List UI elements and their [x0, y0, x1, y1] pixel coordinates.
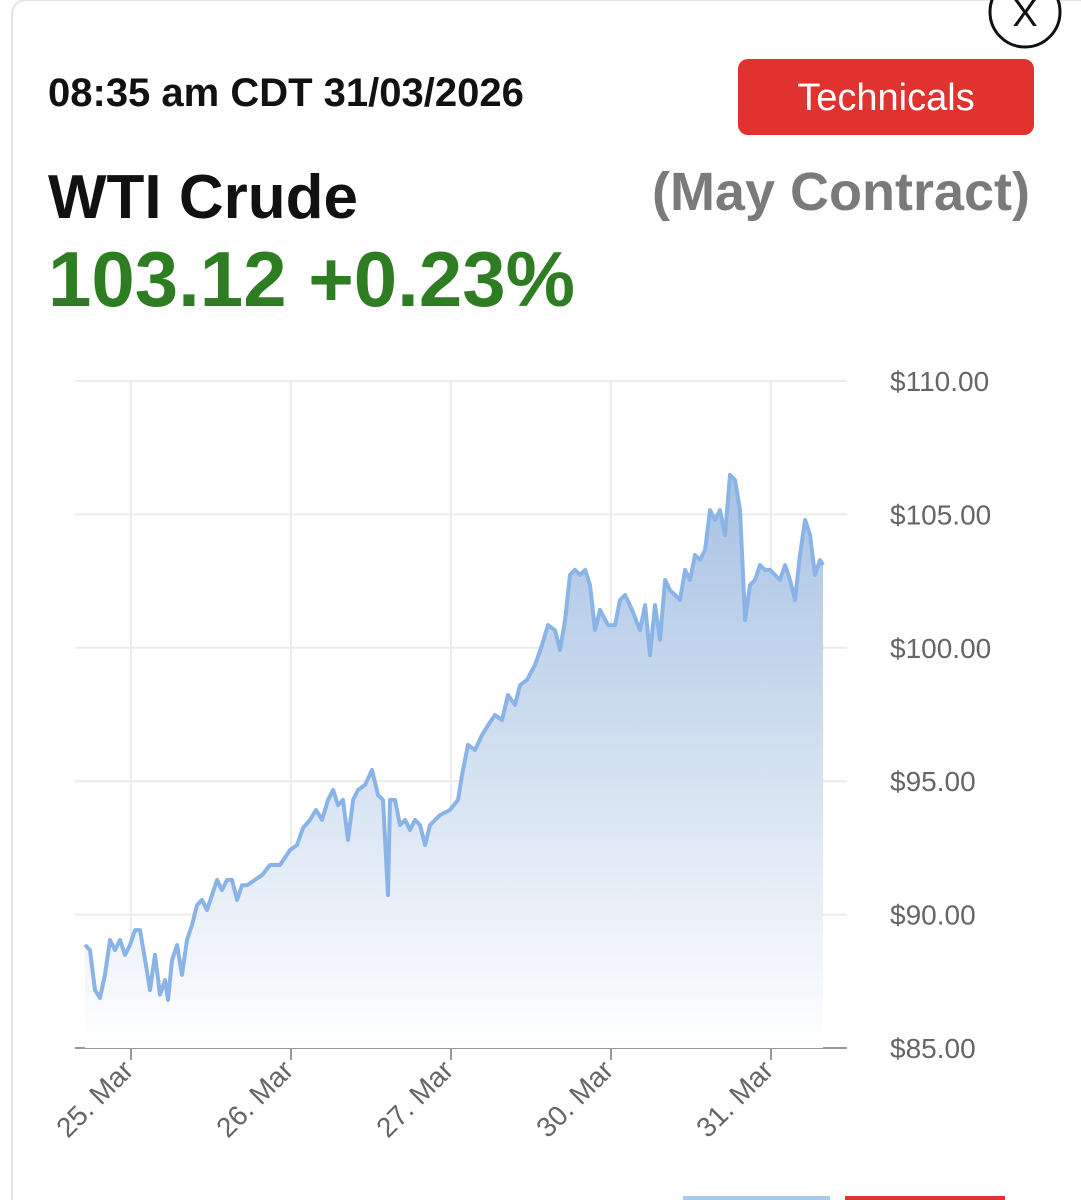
close-button[interactable]: X	[988, 0, 1062, 49]
contract: (May Contract)	[652, 162, 1030, 222]
button-label[interactable]: Technicals	[797, 77, 974, 119]
instrument: WTI Crude	[48, 163, 358, 232]
y-tick-label: $110.00	[890, 366, 989, 397]
price-line	[83, 472, 825, 1002]
area	[84, 474, 823, 1048]
technicals-button[interactable]: Technicals	[738, 59, 1034, 135]
y-tick-label: $90.00	[890, 900, 976, 931]
close-circle[interactable]	[988, 0, 1062, 49]
close-label[interactable]: X	[1012, 0, 1037, 35]
y-tick-label: $85.00	[890, 1033, 976, 1064]
y-tick-label: $105.00	[890, 499, 991, 530]
button-bg[interactable]	[738, 59, 1034, 135]
y-tick-label: $95.00	[890, 766, 976, 797]
bottom-button[interactable]	[683, 1196, 830, 1200]
timestamp: 08:35 am CDT 31/03/2026	[48, 71, 524, 115]
bottom-button[interactable]	[845, 1196, 1005, 1200]
quote: 103.12 +0.23%	[48, 235, 575, 323]
y-tick-label: $100.00	[890, 633, 991, 664]
